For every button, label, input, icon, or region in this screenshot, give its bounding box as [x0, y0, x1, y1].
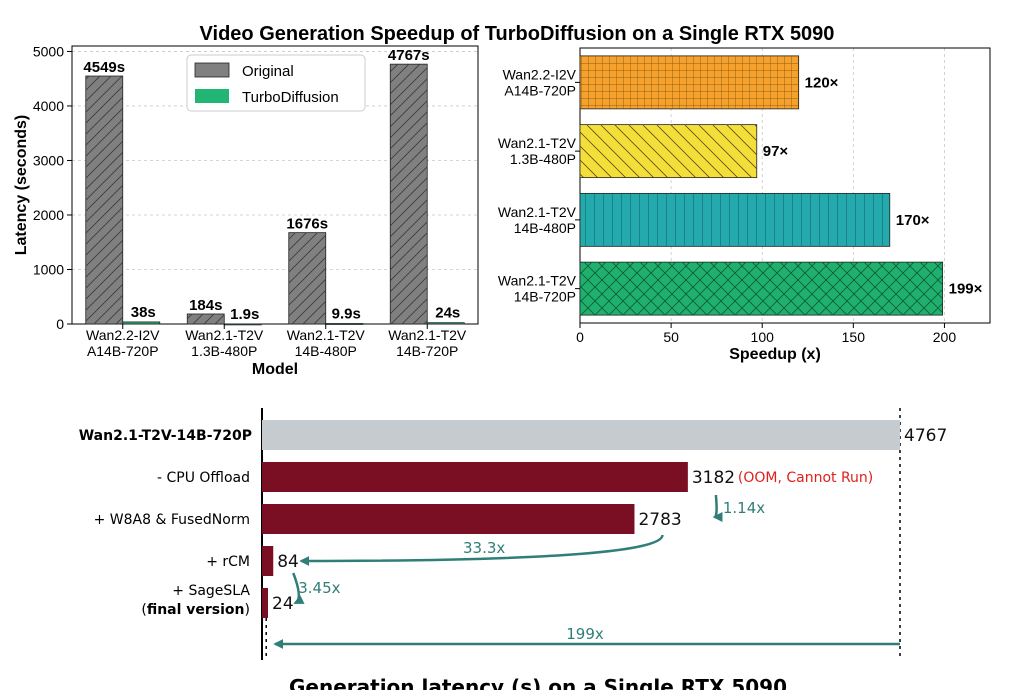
y-tick-label-line1: Wan2.1-T2V — [498, 204, 577, 220]
ablation-value-label: 4767 — [904, 426, 947, 446]
data-label-turbo: 24s — [435, 305, 460, 322]
bar-original-hatch — [85, 76, 123, 324]
figure-title: Video Generation Speedup of TurboDiffusi… — [200, 23, 835, 45]
y-tick-label: 1000 — [33, 261, 64, 277]
y-tick-label-line1: Wan2.1-T2V — [498, 273, 577, 289]
data-label-original: 4767s — [388, 47, 430, 64]
bar-original-hatch — [187, 313, 225, 324]
data-label-original: 1676s — [286, 216, 328, 233]
bar-turbo — [426, 322, 465, 325]
speedup-label: 170× — [896, 212, 930, 229]
bar-original-hatch — [390, 64, 428, 324]
ablation-bar — [262, 588, 268, 618]
speedup-label: 120× — [805, 74, 839, 91]
ablation-value-label: 84 — [277, 552, 299, 572]
speedup-arrow — [292, 572, 305, 605]
data-label-turbo: 1.9s — [230, 306, 259, 323]
ablation-category-label: + rCM — [206, 554, 250, 570]
x-tick-label: 150 — [842, 329, 866, 345]
bar-turbo — [223, 323, 262, 326]
ablation-bar — [262, 504, 635, 534]
data-label-original: 4549s — [83, 59, 125, 76]
speedup-label: 97× — [763, 143, 789, 160]
ablation-category-label: Wan2.1-T2V-14B-720P — [79, 428, 252, 444]
y-tick-label-line1: Wan2.2-I2V — [503, 66, 577, 82]
bar-turbo — [325, 323, 364, 325]
ablation-title: Generation latency (s) on a Single RTX 5… — [289, 675, 787, 690]
ablation-bar — [262, 420, 900, 450]
x-tick-label-line1: Wan2.1-T2V — [185, 327, 264, 343]
latency-chart: 0 1000 2000 3000 4000 5000 4549s 38s Wan2.2-I2VA… — [13, 43, 479, 378]
x-tick-label-line2: 14B-720P — [396, 343, 458, 359]
y-tick-label-line2: 14B-480P — [514, 220, 576, 236]
x-tick-label: 100 — [751, 329, 775, 345]
data-label-turbo: 9.9s — [332, 305, 361, 322]
y-tick-label: 0 — [56, 316, 64, 332]
total-speedup-label: 199x — [566, 625, 604, 643]
ablation-bar — [262, 462, 688, 492]
ablation-value-label: 3182 — [692, 468, 735, 488]
y-tick-label: 4000 — [33, 98, 64, 114]
x-tick-label-line1: Wan2.2-I2V — [86, 327, 160, 343]
speedup-arrow — [712, 494, 723, 522]
speedup-bar-hatch — [580, 262, 943, 316]
speedup-bar-hatch — [580, 55, 799, 109]
speedup-arrow-label: 33.3x — [463, 539, 505, 557]
y-tick-label: 3000 — [33, 152, 64, 168]
x-axis-label: Speedup (x) — [729, 346, 821, 363]
speedup-bar-hatch — [580, 124, 757, 178]
y-tick-label: 2000 — [33, 207, 64, 223]
data-label-original: 184s — [189, 297, 222, 314]
speedup-arrow-label: 1.14x — [723, 499, 765, 517]
plot-frame — [579, 47, 991, 324]
bar-turbo — [122, 321, 161, 325]
x-tick-label-line2: A14B-720P — [87, 343, 159, 359]
speedup-label: 199× — [949, 281, 983, 298]
bar-original-hatch — [288, 232, 326, 324]
y-axis-label: Latency (seconds) — [13, 115, 30, 255]
legend-label-turbo: TurboDiffusion — [242, 89, 339, 106]
x-tick-label: 200 — [933, 329, 957, 345]
legend-label-original: Original — [242, 63, 294, 80]
x-tick-label-line2: 1.3B-480P — [191, 343, 257, 359]
ablation-chart: 4767 Wan2.1-T2V-14B-720P 3182 - CPU Offload… — [79, 408, 947, 690]
data-label-turbo: 38s — [131, 304, 156, 321]
x-tick-label: 50 — [663, 329, 679, 345]
ablation-bar — [262, 546, 274, 576]
legend-swatch-turbo — [195, 89, 229, 103]
speedup-bar-hatch — [580, 193, 890, 247]
x-tick-label-line1: Wan2.1-T2V — [388, 327, 467, 343]
x-tick-label-line1: Wan2.1-T2V — [287, 327, 366, 343]
ablation-category-label: + W8A8 & FusedNorm — [94, 512, 250, 528]
legend-frame — [186, 54, 366, 112]
ablation-category-label: - CPU Offload — [157, 470, 250, 486]
plot-frame — [71, 45, 479, 325]
ablation-category-sublabel: (final version) — [141, 602, 250, 618]
legend: Original TurboDiffusion — [186, 54, 366, 112]
ablation-note: (OOM, Cannot Run) — [738, 470, 873, 486]
y-tick-label-line2: 1.3B-480P — [510, 151, 576, 167]
ablation-category-label: + SageSLA — [172, 583, 250, 599]
ablation-value-label: 2783 — [638, 510, 681, 530]
x-tick-label-line2: 14B-480P — [295, 343, 357, 359]
ablation-value-label: 24 — [272, 594, 294, 614]
x-tick-label: 0 — [576, 329, 584, 345]
legend-swatch-original — [194, 62, 230, 78]
x-axis-label: Model — [252, 361, 298, 378]
y-tick-label: 5000 — [33, 43, 64, 59]
y-tick-label-line1: Wan2.1-T2V — [498, 135, 577, 151]
y-tick-label-line2: A14B-720P — [504, 82, 576, 98]
speedup-arrow-label: 3.45x — [298, 579, 340, 597]
y-tick-label-line2: 14B-720P — [514, 289, 576, 305]
speedup-arrow — [299, 534, 664, 566]
